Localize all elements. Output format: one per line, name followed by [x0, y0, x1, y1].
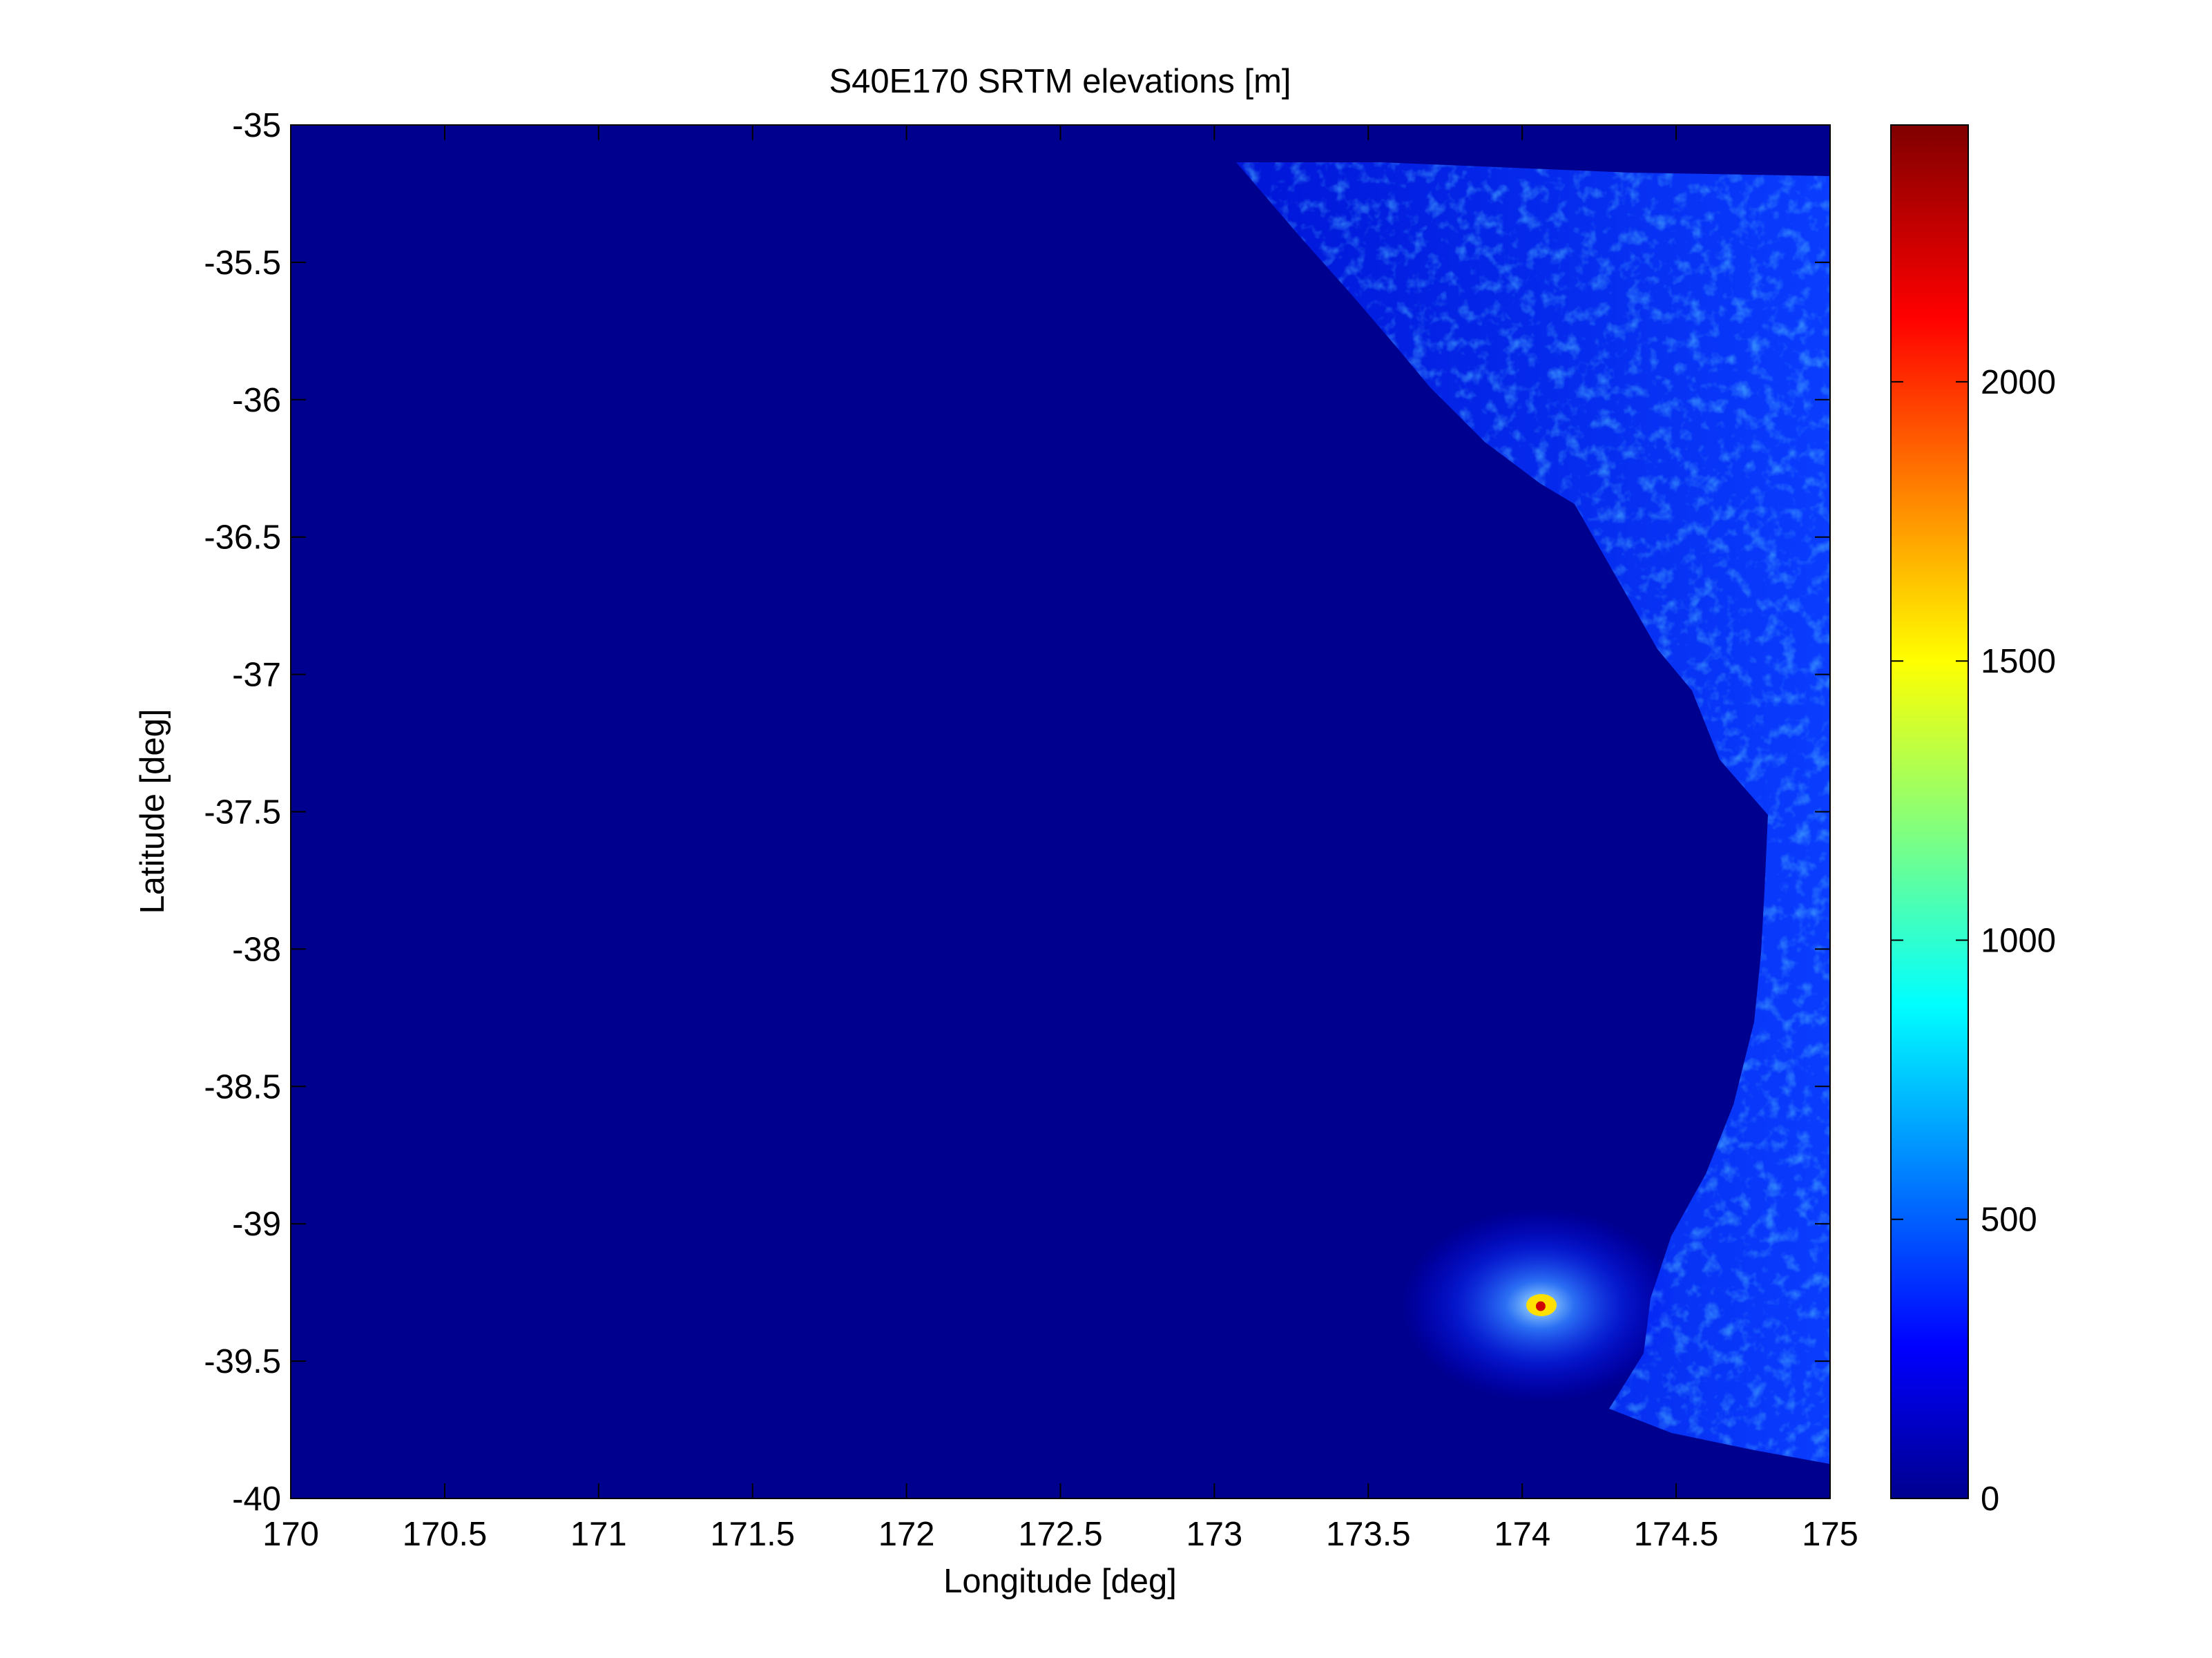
colorbar-tick-label: 500: [1981, 1202, 2037, 1239]
colorbar-tick-label: 0: [1981, 1481, 1999, 1518]
x-tick-label: 175: [1802, 1516, 1858, 1553]
x-tick-label: 173.5: [1326, 1516, 1411, 1553]
x-tick-label: 173: [1186, 1516, 1243, 1553]
x-tick-label: 172.5: [1018, 1516, 1103, 1553]
y-tick-label: -38: [232, 931, 281, 968]
colorbar-tick-label: 2000: [1981, 364, 2056, 401]
y-tick-label: -35: [232, 107, 281, 144]
x-tick-label: 174: [1494, 1516, 1550, 1553]
y-tick-label: -40: [232, 1481, 281, 1518]
x-tick-label: 171: [570, 1516, 627, 1553]
colorbar-tick-label: 1000: [1981, 922, 2056, 959]
y-tick-label: -36.5: [204, 519, 281, 557]
x-axis: 170 170.5 171 171.5 172 172.5 173 173.5 174 174.5…: [262, 125, 1858, 1553]
x-axis-label: Longitude [deg]: [943, 1563, 1177, 1600]
x-tick-label: 170.5: [403, 1516, 488, 1553]
colorbar-tick-label: 1500: [1981, 643, 2056, 680]
x-tick-label: 171.5: [710, 1516, 795, 1553]
x-tick-label: 170: [262, 1516, 319, 1553]
x-tick-label: 172: [878, 1516, 935, 1553]
colorbar-gradient: [1890, 124, 1969, 1499]
x-tick-label: 174.5: [1634, 1516, 1719, 1553]
y-tick-label: -39.5: [204, 1343, 281, 1380]
plot-area: [291, 125, 1830, 1498]
y-axis: -35 -35.5 -36 -36.5 -37 -37.5 -38 -38.5 -39 -39.5…: [204, 107, 1830, 1518]
y-tick-label: -37.5: [204, 794, 281, 831]
y-tick-label: -39: [232, 1206, 281, 1243]
y-tick-label: -37: [232, 657, 281, 694]
y-tick-label: -35.5: [204, 244, 281, 282]
y-axis-label: Latitude [deg]: [134, 709, 171, 914]
colorbar: 0 500 1000 1500 2000: [1890, 124, 2056, 1518]
peak-marker: [1535, 1301, 1546, 1311]
land-texture: [1236, 162, 1830, 1464]
chart-title: S40E170 SRTM elevations [m]: [829, 63, 1291, 100]
y-tick-label: -36: [232, 382, 281, 419]
colorbar-ticks: 0 500 1000 1500 2000: [1891, 364, 2056, 1518]
y-tick-label: -38.5: [204, 1068, 281, 1106]
